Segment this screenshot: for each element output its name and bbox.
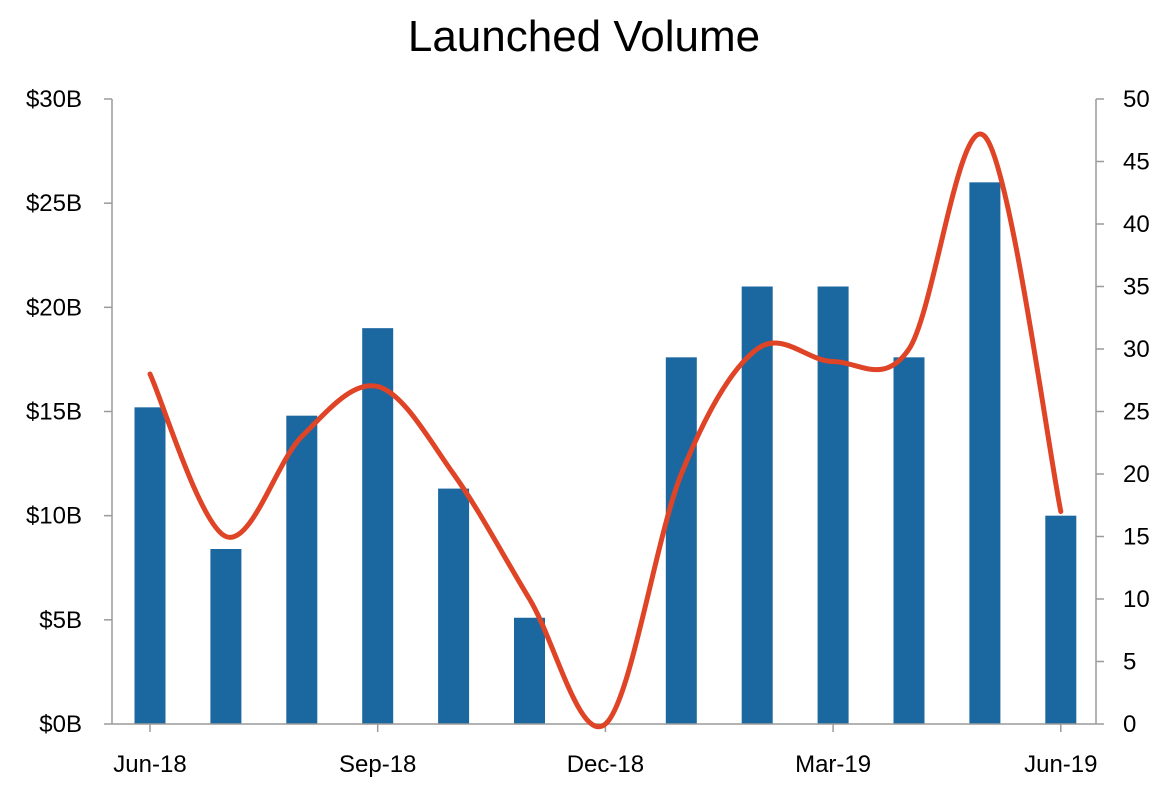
x-tick-label: Dec-18 — [567, 751, 644, 778]
y-tick-label-right: 15 — [1123, 524, 1150, 551]
x-tick-label: Jun-19 — [1024, 751, 1097, 778]
bar-May-19 — [969, 182, 1001, 725]
chart-title: Launched Volume — [407, 12, 761, 61]
bar-Apr-19 — [893, 357, 925, 724]
y-tick-label-right: 10 — [1123, 586, 1150, 613]
bar-Jan-19 — [665, 357, 697, 724]
bar-Oct-18 — [438, 488, 470, 724]
y-tick-label-left: $30B — [26, 86, 82, 113]
y-tick-label-right: 0 — [1123, 711, 1136, 738]
y-tick-label-right: 25 — [1123, 399, 1150, 426]
bar-Jun-18 — [134, 407, 166, 724]
x-tick-label: Mar-19 — [795, 751, 871, 778]
y-tick-label-left: $20B — [26, 294, 82, 321]
axes-group — [104, 98, 1104, 732]
y-tick-label-right: 35 — [1123, 274, 1150, 301]
bars-group — [134, 182, 1077, 725]
y-tick-label-right: 20 — [1123, 461, 1150, 488]
x-tick-label: Sep-18 — [339, 751, 416, 778]
line-group — [147, 131, 1064, 730]
y-tick-label-right: 50 — [1123, 86, 1150, 113]
y-tick-label-left: $10B — [26, 503, 82, 530]
y-tick-label-left: $15B — [26, 399, 82, 426]
bar-Aug-18 — [286, 415, 318, 724]
y-tick-label-left: $5B — [39, 607, 82, 634]
y-tick-label-left: $0B — [39, 711, 82, 738]
bar-Jul-18 — [210, 549, 242, 724]
y-tick-label-left: $25B — [26, 190, 82, 217]
bar-Nov-18 — [514, 617, 545, 724]
y-tick-label-right: 30 — [1123, 336, 1150, 363]
x-tick-label: Jun-18 — [113, 751, 186, 778]
line-series — [147, 131, 1064, 730]
bar-Jun-19 — [1045, 515, 1077, 724]
labels-group: $0B $5B $10B $15B $20B $25B $30B 0 5 10 15 20 25 30 35… — [26, 86, 1150, 778]
y-tick-label-right: 40 — [1123, 211, 1150, 238]
y-tick-label-right: 5 — [1123, 649, 1136, 676]
y-tick-label-right: 45 — [1123, 149, 1150, 176]
bar-Mar-19 — [817, 286, 849, 724]
